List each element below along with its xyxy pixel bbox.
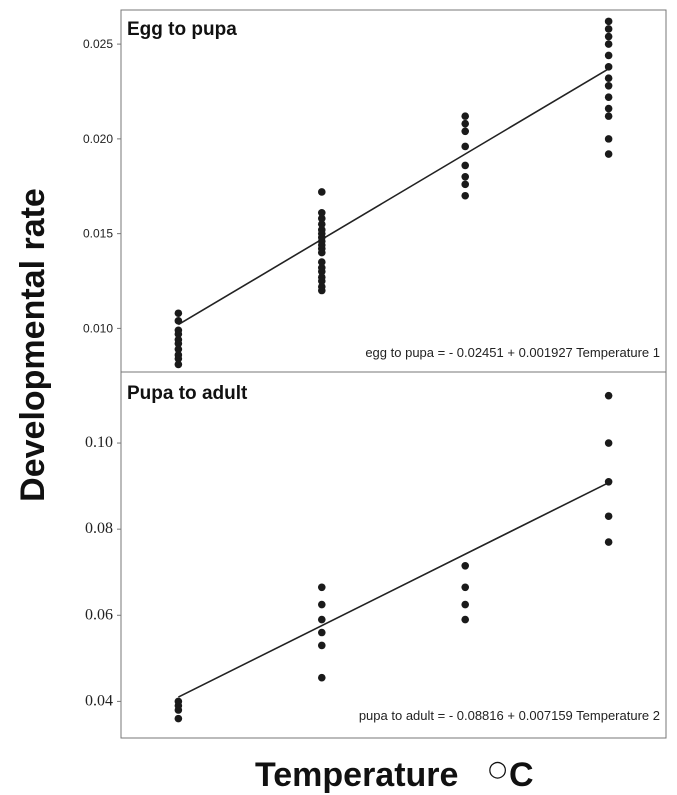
y-tick-label: 0.025 bbox=[83, 37, 113, 51]
data-point bbox=[461, 127, 470, 136]
data-point bbox=[461, 119, 470, 128]
data-point bbox=[604, 439, 613, 447]
x-axis-label: Temperature bbox=[255, 756, 458, 794]
data-point bbox=[604, 112, 613, 120]
data-point bbox=[174, 351, 183, 359]
data-point bbox=[604, 150, 613, 158]
y-axis-label: Developmental rate bbox=[14, 188, 52, 502]
data-point bbox=[174, 360, 183, 369]
data-point bbox=[174, 335, 183, 344]
regression-line bbox=[178, 481, 609, 698]
data-point bbox=[317, 673, 326, 682]
data-point bbox=[317, 600, 326, 609]
regression-equation: egg to pupa = - 0.02451 + 0.001927 Tempe… bbox=[365, 345, 660, 360]
data-point bbox=[317, 214, 326, 223]
data-point bbox=[317, 615, 326, 624]
data-point bbox=[604, 391, 613, 400]
data-point bbox=[604, 538, 613, 546]
data-point bbox=[174, 697, 183, 706]
data-point bbox=[317, 258, 326, 266]
data-point bbox=[461, 191, 470, 200]
data-points bbox=[174, 391, 613, 723]
panel-title: Egg to pupa bbox=[127, 19, 237, 40]
panel-frame bbox=[120, 9, 667, 373]
x-axis-label-text: Temperature bbox=[255, 756, 458, 794]
panel-title: Pupa to adult bbox=[127, 383, 248, 404]
data-point bbox=[604, 74, 613, 83]
y-tick-label: 0.08 bbox=[85, 520, 113, 537]
data-point bbox=[604, 17, 613, 26]
data-point bbox=[604, 51, 613, 60]
data-point bbox=[604, 478, 613, 486]
degree-symbol: ○ bbox=[488, 757, 507, 782]
data-point bbox=[317, 226, 326, 234]
data-point bbox=[604, 135, 613, 143]
data-point bbox=[461, 600, 470, 609]
panel-egg-to-pupa: Egg to pupa 0.010 0.015 0.020 0.025 egg to … bbox=[83, 9, 667, 373]
data-point bbox=[461, 615, 470, 624]
data-point bbox=[174, 714, 183, 723]
data-point bbox=[317, 628, 326, 637]
data-points bbox=[174, 17, 613, 369]
data-point bbox=[174, 326, 183, 335]
data-point bbox=[604, 82, 613, 90]
x-axis-label-group: Temperature ○ C bbox=[255, 756, 534, 794]
data-point bbox=[461, 142, 470, 151]
y-tick-label: 0.10 bbox=[85, 434, 113, 451]
data-point bbox=[604, 25, 613, 33]
data-point bbox=[461, 112, 470, 120]
data-point bbox=[317, 641, 326, 650]
y-tick-label: 0.010 bbox=[83, 321, 113, 335]
data-point bbox=[461, 172, 470, 181]
data-point bbox=[461, 180, 470, 189]
data-point bbox=[317, 583, 326, 592]
data-point bbox=[174, 345, 183, 354]
data-point bbox=[604, 512, 613, 521]
data-point bbox=[317, 188, 326, 196]
data-point bbox=[461, 583, 470, 592]
data-point bbox=[604, 40, 613, 48]
y-tick-label: 0.020 bbox=[83, 132, 113, 146]
regression-equation: pupa to adult = - 0.08816 + 0.007159 Tem… bbox=[359, 708, 660, 723]
y-tick-label: 0.04 bbox=[85, 692, 113, 709]
data-point bbox=[461, 161, 470, 170]
y-ticks: 0.010 0.015 0.020 0.025 bbox=[83, 37, 121, 335]
panel-frame bbox=[120, 371, 667, 739]
data-point bbox=[604, 104, 613, 113]
data-point bbox=[461, 561, 470, 570]
data-point bbox=[317, 282, 326, 291]
x-axis-unit: C bbox=[509, 756, 534, 794]
data-point bbox=[317, 273, 326, 282]
data-point bbox=[174, 309, 183, 318]
y-tick-label: 0.015 bbox=[83, 227, 113, 241]
data-point bbox=[317, 220, 326, 228]
data-point bbox=[604, 32, 613, 41]
y-tick-label: 0.06 bbox=[85, 606, 113, 623]
panel-pupa-to-adult: Pupa to adult 0.04 0.06 0.08 0.10 pupa to a… bbox=[85, 371, 667, 739]
data-point bbox=[604, 63, 613, 71]
data-point bbox=[174, 317, 183, 325]
data-point bbox=[604, 93, 613, 101]
data-point bbox=[317, 263, 326, 272]
regression-line bbox=[177, 68, 610, 326]
y-ticks: 0.04 0.06 0.08 0.10 bbox=[85, 434, 121, 709]
data-point bbox=[317, 208, 326, 217]
